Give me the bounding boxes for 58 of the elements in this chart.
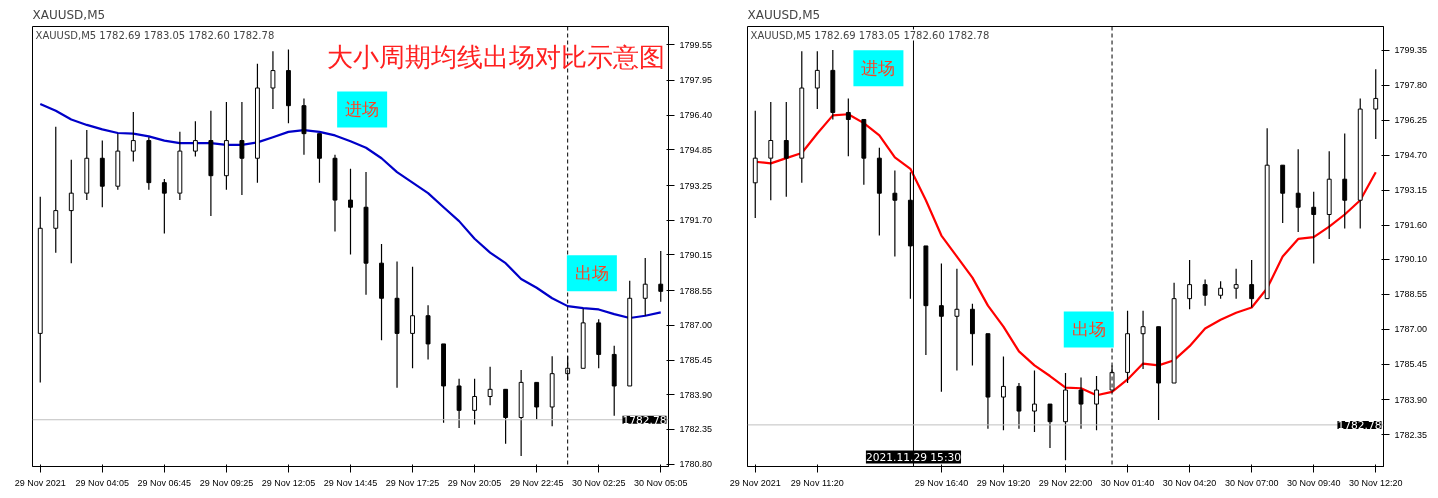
chart-title: XAUUSD,M5 (32, 7, 106, 22)
x-tick-label: 29 Nov 09:25 (199, 477, 254, 488)
y-tick-label: 1797.95 (679, 75, 713, 86)
y-tick-label: 1788.55 (1394, 289, 1428, 300)
y-tick-label: 1783.90 (1394, 394, 1428, 405)
x-tick-label: 29 Nov 20:05 (447, 477, 502, 488)
y-tick-label: 1788.55 (679, 285, 713, 296)
x-tick-label: 29 Nov 22:00 (1038, 477, 1093, 488)
y-tick-label: 1799.55 (679, 39, 713, 50)
x-tick-label: 30 Nov 12:20 (1348, 477, 1403, 488)
x-tick-label: 30 Nov 01:40 (1100, 477, 1155, 488)
y-tick-label: 1790.10 (1394, 254, 1428, 265)
x-tick-label: 29 Nov 22:45 (509, 477, 564, 488)
x-tick-label: 29 Nov 17:25 (385, 477, 440, 488)
annotation: 大小周期均线出场对比示意图 (327, 41, 666, 72)
y-tick-label: 1790.15 (679, 249, 713, 260)
x-tick-label: 29 Nov 11:20 (790, 477, 844, 488)
x-tick-label: 29 Nov 04:05 (75, 477, 130, 488)
x-tick-label: 29 Nov 2021 (14, 477, 66, 488)
chart-subtitle: XAUUSD,M5 1782.69 1783.05 1782.60 1782.78 (35, 29, 275, 41)
y-tick-label: 1791.60 (1394, 220, 1428, 231)
y-tick-label: 1794.70 (1394, 150, 1428, 161)
annotation: 进场 (345, 99, 380, 120)
chart-subtitle: XAUUSD,M5 1782.69 1783.05 1782.60 1782.78 (750, 29, 990, 41)
x-tick-label: 30 Nov 04:20 (1162, 477, 1217, 488)
ref-line-label: 1782.78 (1337, 418, 1382, 432)
y-tick-label: 1783.90 (679, 389, 713, 400)
x-tick-label: 30 Nov 02:25 (571, 477, 626, 488)
y-tick-label: 1799.35 (1394, 45, 1428, 56)
y-tick-label: 1791.70 (679, 215, 713, 226)
ref-line-label: 1782.78 (622, 413, 667, 427)
x-tick-label: 29 Nov 2021 (729, 477, 781, 488)
y-tick-label: 1787.00 (679, 320, 713, 331)
annotation: 2021.11.29 15:30 (865, 450, 962, 464)
y-tick-label: 1793.15 (1394, 185, 1428, 196)
x-tick-label: 29 Nov 16:40 (914, 477, 969, 488)
annotation: 出场 (574, 263, 609, 284)
x-tick-label: 29 Nov 14:45 (323, 477, 378, 488)
chart-title: XAUUSD,M5 (747, 7, 821, 22)
y-tick-label: 1796.40 (679, 110, 713, 121)
annotation: 进场 (861, 58, 896, 79)
x-tick-label: 30 Nov 09:40 (1286, 477, 1341, 488)
x-tick-label: 29 Nov 06:45 (137, 477, 192, 488)
x-tick-label: 29 Nov 19:20 (976, 477, 1031, 488)
x-tick-label: 30 Nov 05:05 (633, 477, 688, 488)
y-tick-label: 1796.25 (1394, 115, 1428, 126)
y-tick-label: 1785.45 (679, 355, 713, 366)
y-tick-label: 1787.00 (1394, 324, 1428, 335)
y-tick-label: 1797.80 (1394, 80, 1428, 91)
x-tick-label: 30 Nov 07:00 (1224, 477, 1279, 488)
y-tick-label: 1794.85 (679, 144, 713, 155)
annotation: 出场 (1071, 319, 1106, 340)
y-tick-label: 1793.25 (679, 180, 713, 191)
y-tick-label: 1782.35 (679, 424, 713, 435)
y-tick-label: 1785.45 (1394, 359, 1428, 370)
y-tick-label: 1780.80 (679, 459, 713, 470)
x-tick-label: 29 Nov 12:05 (261, 477, 316, 488)
y-tick-label: 1782.35 (1394, 429, 1428, 440)
